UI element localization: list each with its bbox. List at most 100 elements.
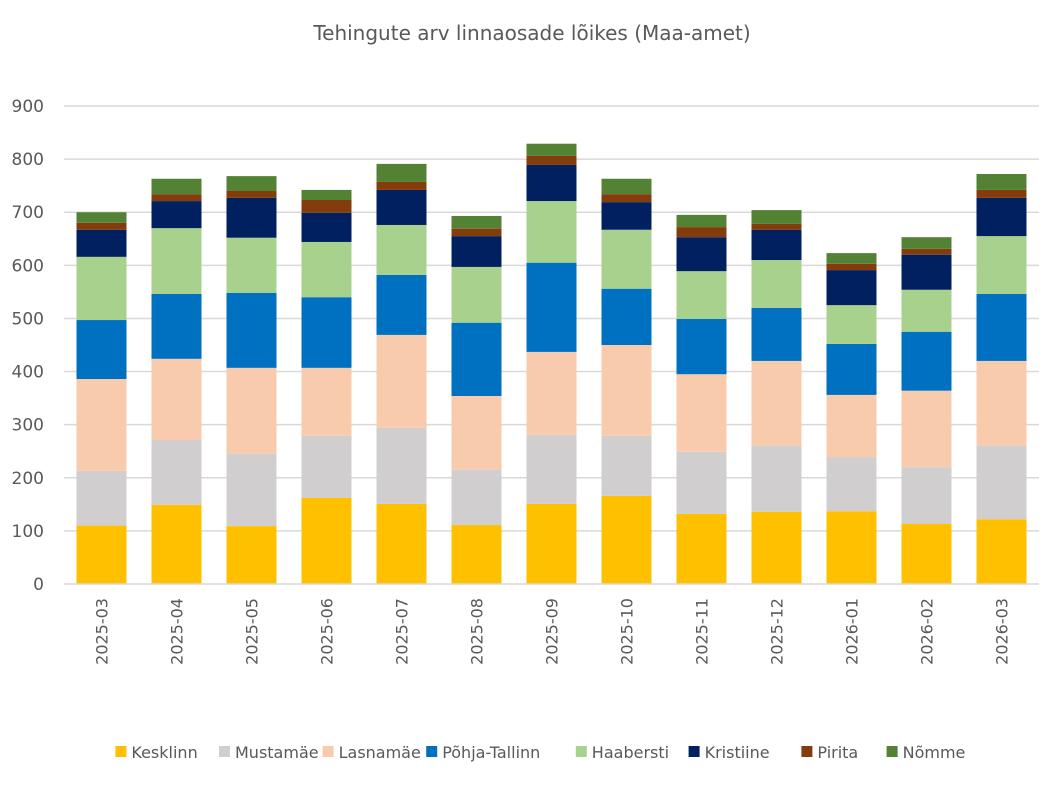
bar-segment-pirita <box>526 155 577 165</box>
bar-segment-lasnamäe <box>601 345 652 436</box>
bar-segment-lasnamäe <box>526 351 577 435</box>
bar-segment-haabersti <box>301 241 352 298</box>
bar-segment-lasnamäe <box>751 360 802 446</box>
legend-label: Nõmme <box>903 743 966 762</box>
bar-segment-kesklinn <box>76 525 127 584</box>
bar-segment-kristiine <box>601 202 652 230</box>
legend-item: Haabersti <box>575 743 669 762</box>
bar-segment-haabersti <box>826 305 877 344</box>
bar-segment-mustamäe <box>376 427 427 504</box>
bar-segment-põhja-tallinn <box>451 322 502 396</box>
y-tick-label: 500 <box>12 309 44 329</box>
bar-segment-haabersti <box>451 266 502 323</box>
bar-segment-haabersti <box>976 236 1027 295</box>
x-tick-label: 2025-07 <box>393 598 412 665</box>
legend-swatch <box>322 746 334 757</box>
bar-segment-kesklinn <box>301 497 352 584</box>
bar-segment-mustamäe <box>226 453 277 527</box>
bar-segment-kristiine <box>976 197 1027 237</box>
bar-segment-haabersti <box>601 229 652 289</box>
bar-segment-lasnamäe <box>826 394 877 458</box>
bar-segment-põhja-tallinn <box>526 262 577 352</box>
bar-segment-haabersti <box>901 289 952 332</box>
bar-segment-pirita <box>601 194 652 203</box>
legend-label: Kesklinn <box>131 743 197 762</box>
bar-segment-kesklinn <box>676 513 727 584</box>
bar-segment-pirita <box>151 194 202 202</box>
x-tick-label: 2025-12 <box>768 598 787 665</box>
y-tick-label: 0 <box>33 575 44 595</box>
bar-stack-2025-05 <box>226 176 277 584</box>
bar-segment-pirita <box>826 263 877 271</box>
legend-swatch <box>886 746 898 757</box>
y-tick-label: 200 <box>12 469 44 489</box>
x-axis-tick-labels: 2025-03 2025-04 2025-05 2025-06 2025-07 2025-… <box>93 598 1012 665</box>
bar-segment-põhja-tallinn <box>301 297 352 368</box>
bar-segment-haabersti <box>151 228 202 295</box>
bar-segment-nõmme <box>826 253 877 264</box>
legend-swatch <box>426 746 438 757</box>
bar-segment-mustamäe <box>676 451 727 514</box>
bar-segment-nõmme <box>151 178 202 195</box>
legend-item: Kristiine <box>688 743 770 762</box>
bar-segment-pirita <box>376 181 427 190</box>
bar-segment-mustamäe <box>76 470 127 526</box>
bar-segment-pirita <box>976 189 1027 198</box>
legend-swatch <box>219 746 230 757</box>
bar-segment-haabersti <box>526 201 577 263</box>
bar-segment-kristiine <box>901 254 952 290</box>
bar-segment-kristiine <box>376 189 427 225</box>
bar-stack-2025-09 <box>526 143 577 584</box>
bar-segment-nõmme <box>301 189 352 201</box>
bar-segment-lasnamäe <box>376 334 427 428</box>
bar-segment-kristiine <box>526 164 577 202</box>
bar-segment-põhja-tallinn <box>601 288 652 345</box>
legend-item: Nõmme <box>886 743 966 762</box>
bar-segment-mustamäe <box>601 435 652 496</box>
bar-segment-põhja-tallinn <box>976 294 1027 361</box>
bar-segment-kristiine <box>751 229 802 261</box>
bar-segment-kristiine <box>676 237 727 272</box>
bar-segment-haabersti <box>226 237 277 293</box>
bar-segment-kesklinn <box>976 519 1027 584</box>
bar-segment-pirita <box>676 227 727 238</box>
x-tick-label: 2025-10 <box>618 598 637 665</box>
y-tick-label: 400 <box>12 363 44 383</box>
bar-stack-2025-12 <box>751 210 802 584</box>
bar-stack-2026-01 <box>826 253 877 584</box>
bar-segment-lasnamäe <box>301 367 352 436</box>
legend-label: Lasnamäe <box>339 743 421 762</box>
bar-segment-põhja-tallinn <box>676 318 727 375</box>
legend-label: Haabersti <box>592 743 669 762</box>
y-tick-label: 600 <box>12 256 44 276</box>
bar-segment-pirita <box>451 228 502 237</box>
chart-title: Tehingute arv linnaosade lõikes (Maa-ame… <box>312 21 750 45</box>
bars <box>76 143 1027 584</box>
legend-swatch <box>801 746 813 757</box>
bar-segment-haabersti <box>676 271 727 319</box>
bar-segment-põhja-tallinn <box>151 294 202 359</box>
x-tick-label: 2025-05 <box>243 598 262 665</box>
y-tick-label: 300 <box>12 416 44 436</box>
bar-segment-lasnamäe <box>976 360 1027 446</box>
bar-segment-põhja-tallinn <box>751 307 802 361</box>
bar-segment-põhja-tallinn <box>826 343 877 395</box>
legend-swatch <box>575 746 587 757</box>
bar-segment-mustamäe <box>901 467 952 524</box>
bar-segment-kesklinn <box>901 523 952 584</box>
legend-item: Põhja-Tallinn <box>426 743 540 762</box>
bar-segment-kesklinn <box>826 511 877 584</box>
y-tick-label: 900 <box>12 97 44 117</box>
x-tick-label: 2026-03 <box>993 598 1012 665</box>
legend-label: Põhja-Tallinn <box>442 743 540 762</box>
x-tick-label: 2025-03 <box>93 598 112 665</box>
bar-segment-kristiine <box>76 229 127 257</box>
bar-stack-2025-04 <box>151 178 202 584</box>
bar-stack-2025-06 <box>301 189 352 584</box>
x-tick-label: 2025-06 <box>318 598 337 665</box>
bar-segment-haabersti <box>376 224 427 275</box>
bar-segment-nõmme <box>451 215 502 229</box>
bar-segment-kesklinn <box>151 504 202 584</box>
bar-segment-mustamäe <box>451 469 502 526</box>
